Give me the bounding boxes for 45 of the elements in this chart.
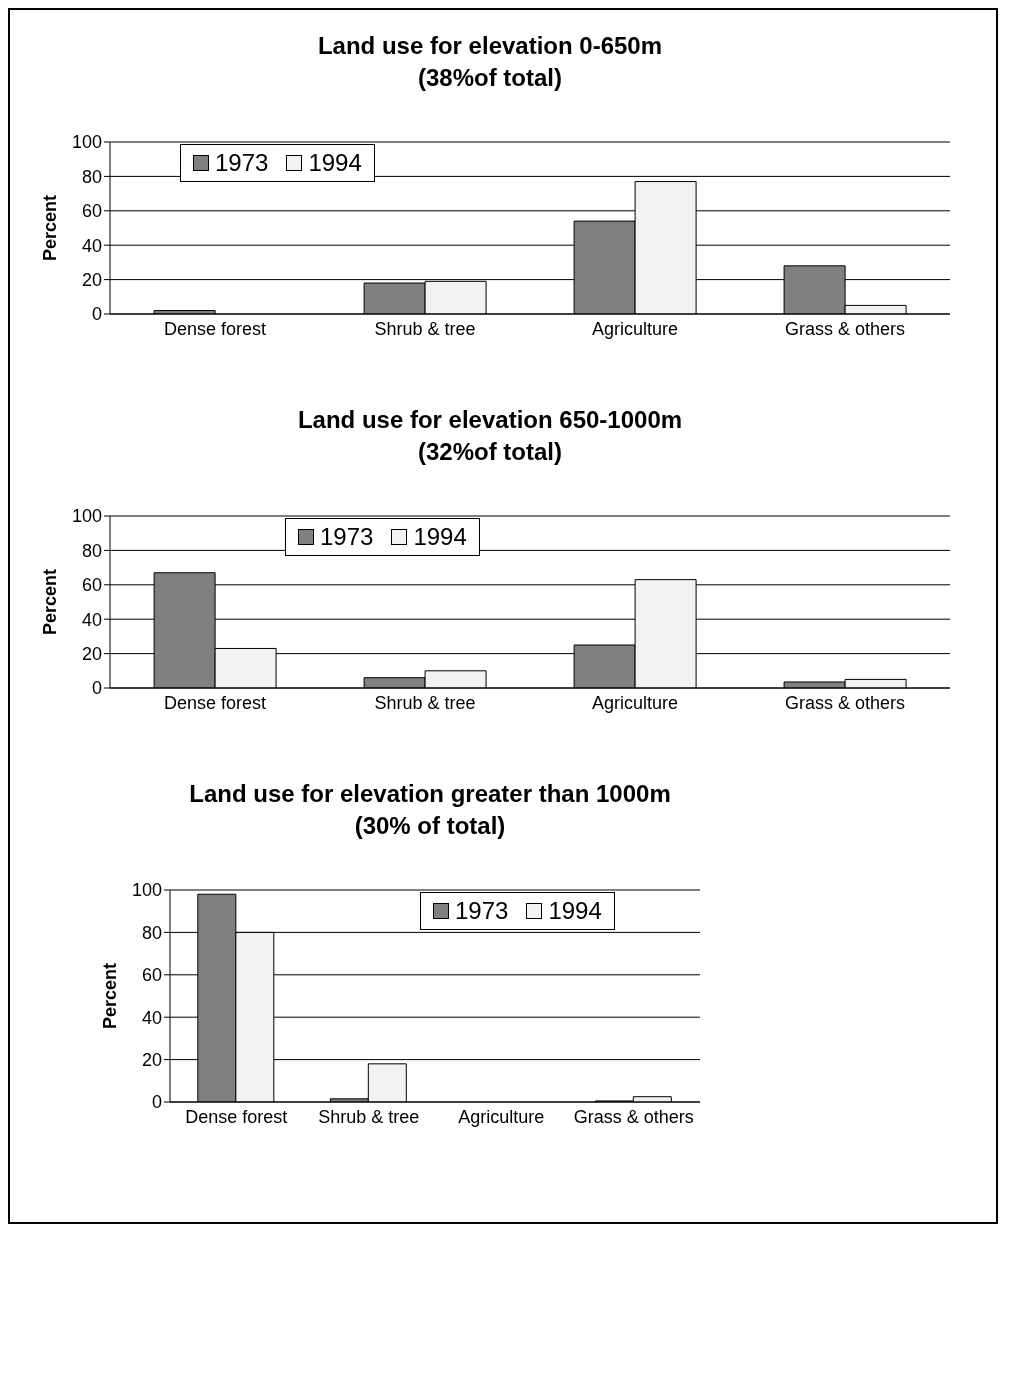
y-axis-title: Percent — [40, 194, 61, 262]
legend-label: 1973 — [215, 149, 269, 177]
legend-label: 1994 — [308, 149, 362, 177]
y-axis-title: Percent — [40, 568, 61, 636]
y-tick-label: 100 — [131, 880, 162, 901]
x-tick-label: Dense forest — [185, 1106, 288, 1127]
y-tick-label: 0 — [91, 304, 102, 325]
legend-label: 1994 — [548, 897, 602, 925]
x-tick-label: Agriculture — [458, 1106, 545, 1127]
y-tick-label: 60 — [81, 201, 102, 222]
y-tick-label: 80 — [81, 540, 102, 561]
y-tick-label: 20 — [81, 269, 102, 290]
x-tick-label: Dense forest — [163, 318, 267, 339]
y-tick-label: 80 — [141, 922, 162, 943]
y-tick-label: 40 — [81, 235, 102, 256]
y-tick-label: 0 — [91, 678, 102, 699]
y-tick-label: 0 — [151, 1092, 162, 1113]
y-tick-label: 100 — [71, 506, 102, 527]
x-tick-label: Grass & others — [573, 1106, 694, 1127]
chart-subtitle: (30% of total) — [353, 811, 507, 841]
y-tick-label: 20 — [81, 643, 102, 664]
chart-subtitle: (38%of total) — [417, 63, 563, 93]
y-tick-label: 40 — [81, 609, 102, 630]
y-tick-label: 80 — [81, 166, 102, 187]
legend-label: 1973 — [320, 523, 374, 551]
x-tick-label: Dense forest — [163, 692, 267, 713]
chart-title: Land use for elevation 0-650m — [316, 31, 664, 61]
x-tick-label: Shrub & tree — [318, 1106, 420, 1127]
y-tick-label: 60 — [81, 575, 102, 596]
x-tick-label: Grass & others — [784, 318, 906, 339]
y-tick-label: 40 — [141, 1007, 162, 1028]
legend-label: 1994 — [413, 523, 467, 551]
x-tick-label: Agriculture — [591, 318, 679, 339]
x-tick-label: Agriculture — [591, 692, 679, 713]
chart-title: Land use for elevation greater than 1000m — [188, 779, 672, 809]
x-tick-label: Grass & others — [784, 692, 906, 713]
y-axis-title: Percent — [100, 962, 121, 1030]
y-tick-label: 100 — [71, 132, 102, 153]
legend-label: 1973 — [455, 897, 509, 925]
y-tick-label: 20 — [141, 1049, 162, 1070]
x-tick-label: Shrub & tree — [374, 318, 476, 339]
y-tick-label: 60 — [141, 965, 162, 986]
x-tick-label: Shrub & tree — [374, 692, 476, 713]
chart-title: Land use for elevation 650-1000m — [296, 405, 684, 435]
chart-subtitle: (32%of total) — [417, 437, 563, 467]
